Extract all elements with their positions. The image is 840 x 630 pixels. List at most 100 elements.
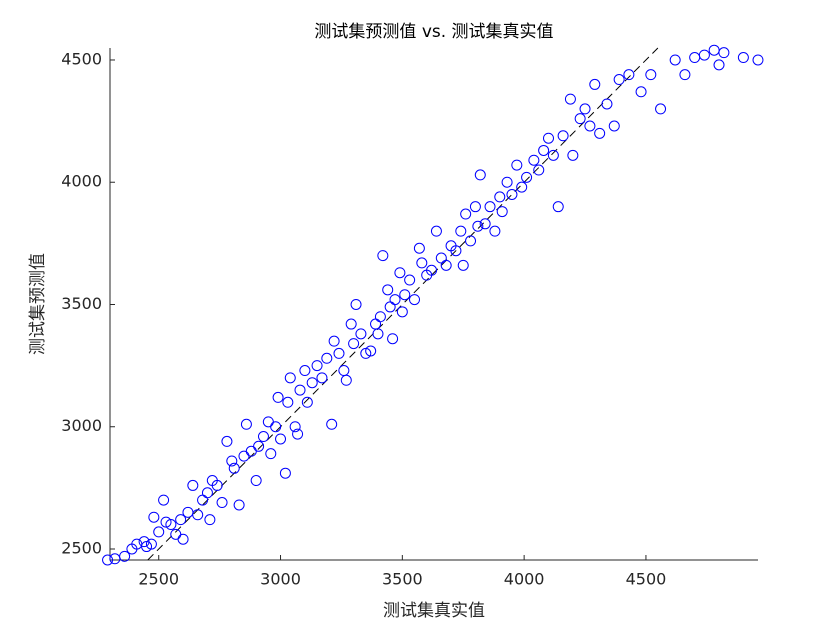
point <box>579 103 591 115</box>
point <box>689 52 701 64</box>
point <box>340 374 352 386</box>
point <box>360 347 372 359</box>
point <box>275 433 287 445</box>
point <box>182 506 194 518</box>
reference-line <box>147 47 659 561</box>
point <box>533 164 545 176</box>
point <box>306 377 318 389</box>
point <box>679 69 691 81</box>
point <box>245 445 257 457</box>
point <box>158 494 170 506</box>
point <box>557 130 569 142</box>
point <box>645 69 657 81</box>
point <box>547 149 559 161</box>
point <box>119 550 131 562</box>
point <box>270 421 282 433</box>
point <box>253 440 265 452</box>
x-axis-label: 测试集真实值 <box>383 601 485 621</box>
x-tick-label: 4500 <box>626 570 667 589</box>
y-axis-label: 测试集预测值 <box>28 253 48 355</box>
point <box>355 328 367 340</box>
point <box>197 494 209 506</box>
point <box>299 365 311 377</box>
point <box>138 536 150 548</box>
point <box>384 301 396 313</box>
point <box>494 191 506 203</box>
point <box>265 448 277 460</box>
point <box>382 284 394 296</box>
point <box>338 365 350 377</box>
point <box>328 335 340 347</box>
point <box>257 431 269 443</box>
point <box>284 372 296 384</box>
point <box>165 519 177 531</box>
point <box>279 467 291 479</box>
point <box>292 428 304 440</box>
y-tick-label: 3000 <box>61 416 102 435</box>
point <box>282 396 294 408</box>
point <box>489 225 501 237</box>
point <box>450 245 462 257</box>
point <box>511 159 523 171</box>
point <box>377 250 389 262</box>
point <box>145 538 157 550</box>
point <box>204 514 216 526</box>
point <box>365 345 377 357</box>
point <box>528 154 540 166</box>
y-tick-label: 4500 <box>61 49 102 68</box>
point <box>635 86 647 98</box>
point <box>289 421 301 433</box>
point <box>698 49 710 61</box>
point <box>396 306 408 318</box>
point <box>496 206 508 218</box>
point <box>389 294 401 306</box>
point <box>404 274 416 286</box>
point <box>187 479 199 491</box>
point <box>109 553 121 565</box>
point <box>713 59 725 71</box>
point <box>457 259 469 271</box>
point <box>574 113 586 125</box>
point <box>201 487 213 499</box>
point <box>316 372 328 384</box>
point <box>170 528 182 540</box>
point <box>333 347 345 359</box>
point <box>233 499 245 511</box>
point <box>472 220 484 232</box>
point <box>177 533 189 545</box>
point <box>737 52 749 64</box>
point <box>226 455 238 467</box>
point <box>752 54 764 66</box>
point <box>348 338 360 350</box>
x-tick-label: 2500 <box>138 570 179 589</box>
point <box>460 208 472 220</box>
point <box>326 418 338 430</box>
point <box>141 541 153 553</box>
point <box>399 289 411 301</box>
y-tick-label: 4000 <box>61 172 102 191</box>
point <box>374 311 386 323</box>
point <box>465 235 477 247</box>
point <box>655 103 667 115</box>
point <box>613 74 625 86</box>
point <box>416 257 428 269</box>
point <box>372 328 384 340</box>
point <box>567 149 579 161</box>
point <box>506 188 518 200</box>
point <box>479 218 491 230</box>
point <box>228 462 240 474</box>
point <box>160 516 172 528</box>
point <box>669 54 681 66</box>
point <box>601 98 613 110</box>
point <box>564 93 576 105</box>
point <box>484 201 496 213</box>
point <box>409 294 421 306</box>
x-tick-label: 3500 <box>382 570 423 589</box>
point <box>608 120 620 132</box>
point <box>345 318 357 330</box>
point <box>521 171 533 183</box>
point <box>426 264 438 276</box>
point <box>469 201 481 213</box>
point <box>240 418 252 430</box>
point <box>221 435 233 447</box>
